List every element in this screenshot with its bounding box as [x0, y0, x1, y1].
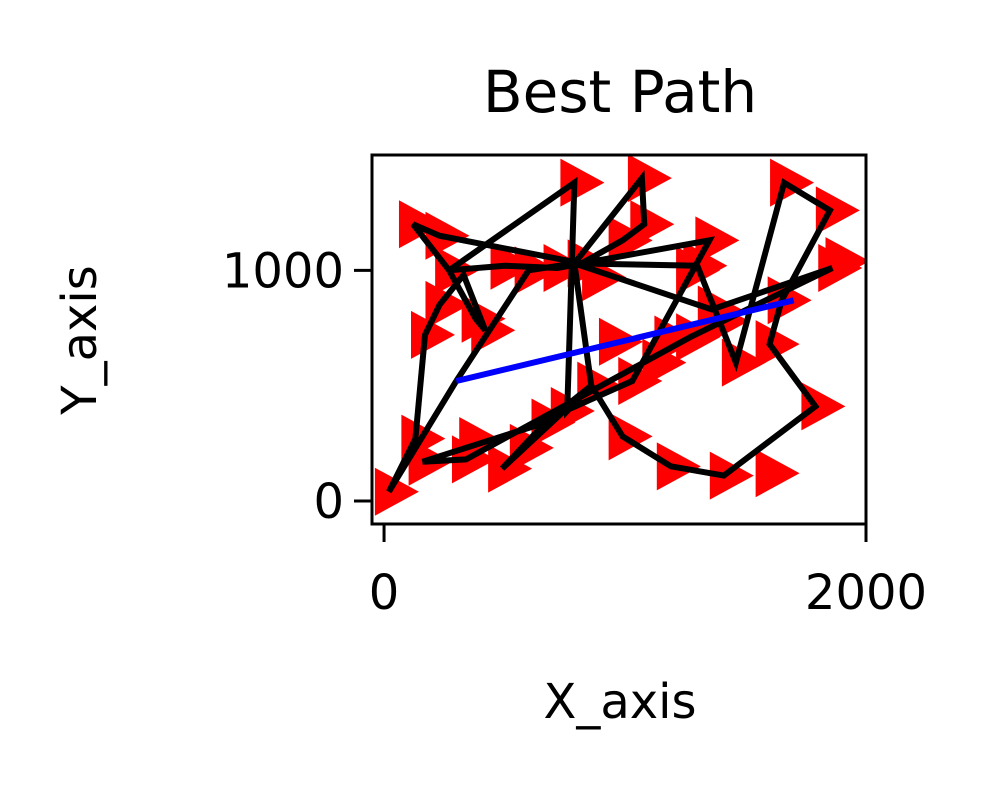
path-line — [386, 170, 834, 494]
chart-title: Best Path — [483, 58, 757, 126]
point-marker — [755, 449, 800, 498]
point-marker — [755, 320, 800, 369]
point-marker — [801, 382, 846, 431]
plot-frame — [370, 153, 868, 526]
y-tick-label: 1000 — [222, 243, 344, 299]
point-marker — [374, 467, 419, 516]
point-marker — [695, 216, 740, 265]
point-marker — [608, 412, 653, 461]
point-marker — [398, 200, 443, 249]
plot-marks — [374, 155, 866, 516]
point-marker — [560, 158, 605, 207]
x-tick-label: 2000 — [805, 565, 927, 621]
point-marker — [627, 155, 672, 203]
point-marker — [642, 338, 687, 387]
plot-area: 0 2000 0 1000 — [222, 153, 927, 621]
point-marker — [509, 423, 554, 472]
point-marker — [825, 237, 866, 286]
x-axis-label: X_axis — [543, 674, 696, 730]
x-tick-label: 0 — [369, 565, 400, 621]
y-axis-label: Y_axis — [52, 265, 108, 415]
point-marker — [608, 216, 653, 265]
y-tick-label: 0 — [313, 474, 344, 530]
closing-line — [455, 297, 795, 384]
point-marker — [709, 451, 754, 500]
